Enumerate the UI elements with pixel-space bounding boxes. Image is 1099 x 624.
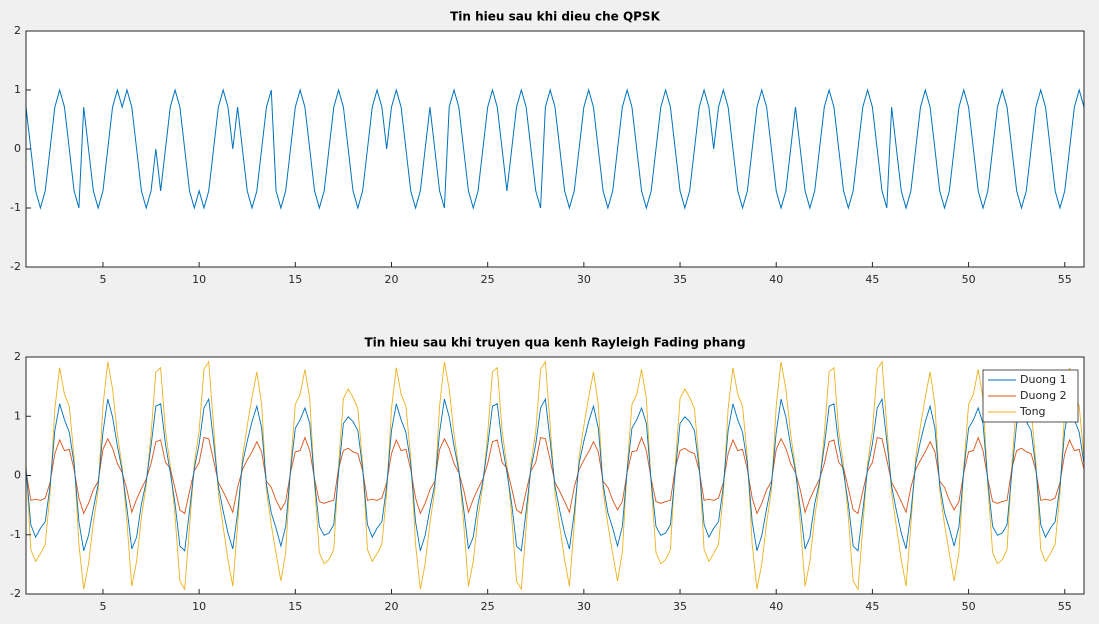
x-tick-label: 15 [288,600,302,613]
series-line [26,360,1084,591]
chart-title: Tin hieu sau khi truyen qua kenh Rayleig… [364,336,745,350]
x-tick-label: 30 [577,600,591,613]
x-tick-label: 40 [769,600,783,613]
y-tick-label: 0 [14,142,21,155]
chart-title: Tin hieu sau khi dieu che QPSK [450,10,660,24]
legend-label: Tong [1019,405,1046,418]
y-tick-label: -1 [10,528,21,541]
x-tick-label: 55 [1058,273,1072,286]
y-tick-label: -2 [10,260,21,273]
x-tick-label: 25 [481,600,495,613]
x-tick-label: 5 [99,273,106,286]
axes-box [25,30,1085,268]
series-line [26,88,1084,210]
y-tick-label: -1 [10,201,21,214]
x-tick-label: 20 [384,273,398,286]
x-tick-label: 45 [865,273,879,286]
x-tick-label: 50 [962,273,976,286]
y-tick-label: 2 [14,350,21,363]
y-tick-label: 2 [14,24,21,37]
x-tick-label: 55 [1058,600,1072,613]
legend-label: Duong 2 [1020,389,1067,402]
x-tick-label: 15 [288,273,302,286]
x-tick-label: 45 [865,600,879,613]
axes-background [26,357,1084,594]
axes-box [25,356,1085,595]
plot-area [26,88,1084,210]
x-tick-label: 10 [192,273,206,286]
x-tick-label: 30 [577,273,591,286]
x-tick-label: 10 [192,600,206,613]
plot-area [26,360,1084,591]
y-tick-label: 0 [14,469,21,482]
x-tick-label: 35 [673,273,687,286]
x-tick-label: 40 [769,273,783,286]
y-tick-label: 1 [14,409,21,422]
y-tick-label: -2 [10,587,21,600]
x-tick-label: 50 [962,600,976,613]
x-tick-label: 20 [384,600,398,613]
x-tick-label: 5 [99,600,106,613]
x-tick-label: 35 [673,600,687,613]
legend-label: Duong 1 [1020,373,1067,386]
y-tick-label: 1 [14,83,21,96]
series-line [26,397,1084,552]
x-tick-label: 25 [481,273,495,286]
axes-background [26,31,1084,267]
